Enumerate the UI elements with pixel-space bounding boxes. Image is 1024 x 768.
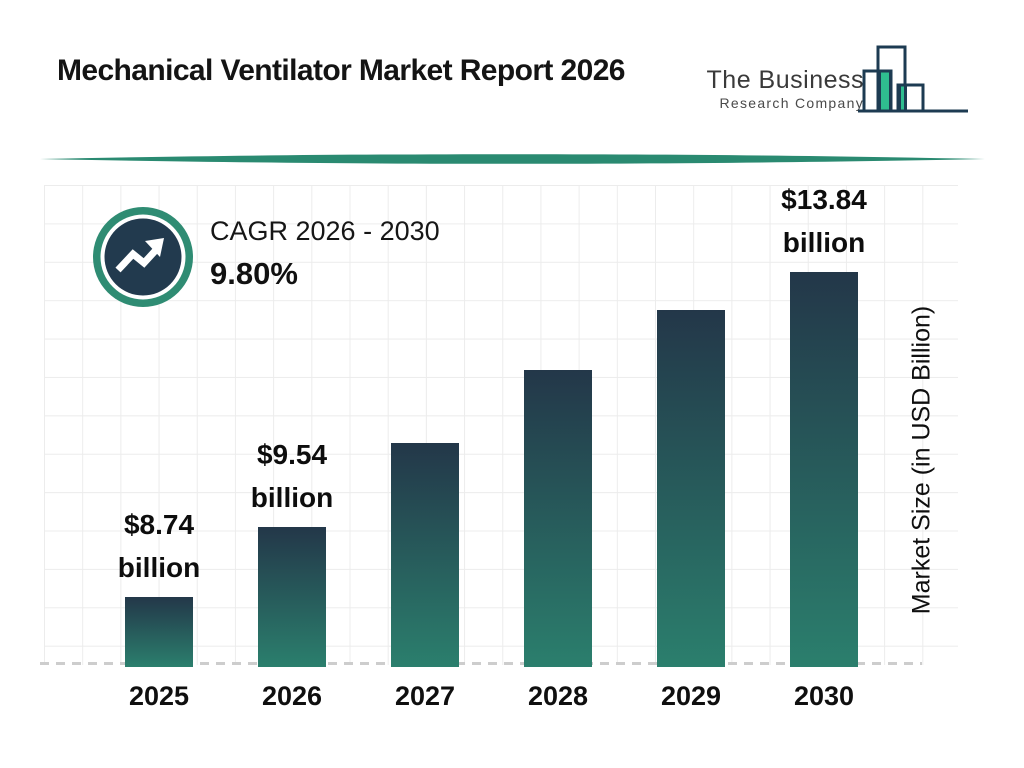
value-label-2026: $9.54 billion [250, 439, 334, 513]
bar-2025 [125, 597, 193, 667]
x-axis-label-2025: 2025 [128, 681, 190, 711]
x-axis-label-2027: 2027 [394, 681, 456, 711]
bar-2030 [790, 272, 858, 667]
cagr-text-block: CAGR 2026 - 2030 9.80% [210, 216, 440, 292]
logo-text-line1: The Business [706, 66, 864, 94]
bar-2027 [391, 443, 459, 667]
value-label-2025: $8.74 billion [117, 509, 201, 583]
x-axis-label-2029: 2029 [660, 681, 722, 711]
x-axis-label-2030: 2030 [793, 681, 855, 711]
x-axis-label-2028: 2028 [527, 681, 589, 711]
bar-2026 [258, 527, 326, 667]
value-label-2030: $13.84 billion [781, 184, 867, 258]
trend-up-icon [93, 207, 193, 307]
bar-2028 [524, 370, 592, 667]
logo-text-line2: Research Company [719, 95, 864, 111]
x-axis-label-2026: 2026 [261, 681, 323, 711]
logo-bars-icon [858, 45, 968, 113]
x-axis-baseline [40, 662, 922, 665]
y-axis-title: Market Size (in USD Billion) [907, 305, 936, 615]
cagr-value: 9.80% [210, 256, 298, 291]
page-title: Mechanical Ventilator Market Report 2026 [57, 54, 625, 87]
bar-2029 [657, 310, 725, 667]
divider-line [40, 154, 985, 164]
cagr-label: CAGR 2026 - 2030 [210, 216, 440, 246]
company-logo: The Business Research Company [706, 38, 970, 128]
cagr-badge [92, 206, 194, 313]
